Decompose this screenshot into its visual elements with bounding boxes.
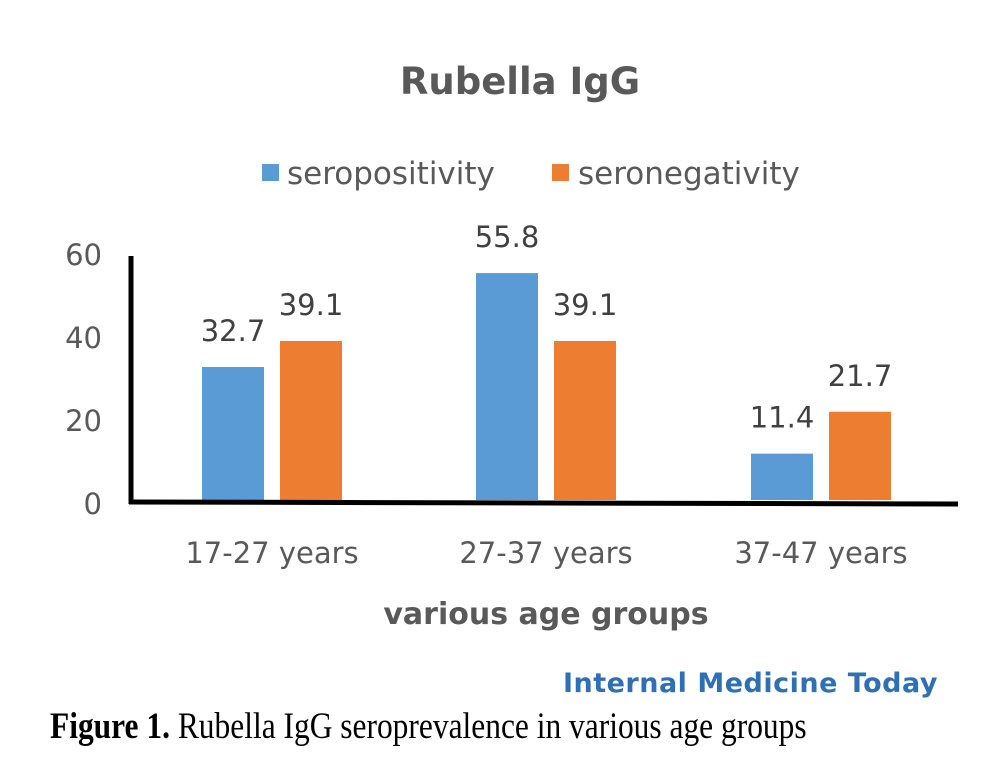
- bar-seronegativity-17-27: [280, 340, 342, 500]
- legend-swatch-seropositivity: [262, 164, 279, 181]
- bar-seropositivity-17-27: [202, 367, 264, 500]
- y-tick-label: 60: [65, 238, 102, 272]
- figure-caption: Figure 1. Rubella IgG seroprevalence in …: [50, 705, 807, 748]
- bar-seropositivity-37-47: [751, 453, 813, 500]
- chart-title: Rubella IgG: [400, 60, 640, 103]
- bar-seropositivity-27-37: [476, 273, 538, 500]
- x-tick-label: 17-27 years: [185, 536, 358, 570]
- data-label: 11.4: [750, 401, 815, 435]
- data-label: 55.8: [475, 220, 540, 254]
- x-axis-title: various age groups: [383, 597, 708, 632]
- bar-chart: Rubella IgG seropositivity seronegativit…: [65, 60, 959, 632]
- legend-label-seronegativity: seronegativity: [578, 156, 800, 192]
- x-tick-label: 27-37 years: [459, 536, 632, 570]
- data-label: 32.7: [201, 314, 266, 348]
- legend-swatch-seronegativity: [552, 164, 569, 181]
- bar-seronegativity-27-37: [554, 340, 616, 500]
- bar-seronegativity-37-47: [829, 411, 891, 500]
- legend-label-seropositivity: seropositivity: [287, 156, 495, 192]
- y-tick-label: 0: [84, 487, 102, 521]
- journal-watermark: Internal Medicine Today: [562, 668, 938, 699]
- data-label: 21.7: [828, 359, 893, 393]
- data-label: 39.1: [279, 288, 344, 322]
- figure-caption-text: Rubella IgG seroprevalence in various ag…: [169, 706, 807, 747]
- x-tick-label: 37-47 years: [734, 536, 907, 570]
- y-tick-label: 40: [65, 321, 102, 355]
- y-tick-label: 20: [65, 404, 102, 438]
- figure-label: Figure 1.: [50, 706, 170, 747]
- data-label: 39.1: [553, 288, 618, 322]
- x-axis-line: [128, 499, 959, 507]
